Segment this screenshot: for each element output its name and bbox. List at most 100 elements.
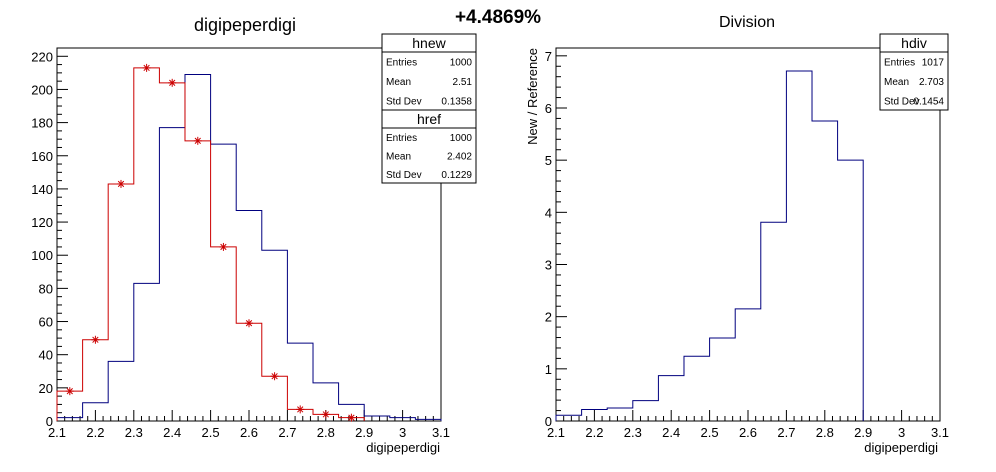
x-tick-label: 2.2 xyxy=(585,425,603,440)
stats-box-frame xyxy=(879,33,949,111)
series-href-marker xyxy=(296,405,305,414)
star-stroke xyxy=(169,79,176,86)
stats-row-value: 0.1229 xyxy=(441,170,472,181)
stats-row-label: Entries xyxy=(884,58,915,69)
x-tick-label: 3 xyxy=(399,425,406,440)
x-tick-label: 2.9 xyxy=(854,425,872,440)
series-href-bin xyxy=(236,323,262,421)
star-stroke xyxy=(271,373,278,380)
stats-box-title: hnew xyxy=(412,35,446,51)
series-href-bin xyxy=(83,340,109,421)
y-tick-label: 60 xyxy=(39,315,53,330)
series-href-marker xyxy=(65,387,74,396)
series-hnew-bin xyxy=(390,418,416,421)
stats-box-frame xyxy=(381,109,477,184)
series-href-marker xyxy=(270,372,279,381)
star-stroke xyxy=(245,320,253,327)
left-chart-title: digipeperdigi xyxy=(194,15,296,35)
right-x-axis-label: digipeperdigi xyxy=(864,440,938,455)
right-plot-area: 2.1 2.2 2.3 2.4 2.5 2.6 2.7 2.8 2.9 3 3.1 0 1 2 3 4 5 6 7 h… xyxy=(545,33,949,440)
stats-box-title: hdiv xyxy=(901,35,927,51)
series-hdiv-bin xyxy=(556,415,582,421)
x-tick-label: 3 xyxy=(898,425,905,440)
star-stroke xyxy=(297,406,304,413)
y-tick-label: 140 xyxy=(31,182,53,197)
x-tick-label: 2.3 xyxy=(125,425,143,440)
series-hnew-bin xyxy=(415,419,441,421)
star-stroke xyxy=(322,411,329,418)
y-tick-label: 6 xyxy=(545,101,552,116)
stats-row-value: 2.703 xyxy=(919,77,944,88)
series-hdiv-bin xyxy=(735,309,761,421)
series-href-outline xyxy=(56,67,365,421)
series-href-marker xyxy=(321,410,330,419)
x-tick-label: 2.9 xyxy=(355,425,373,440)
stats-box-hnew: hnew Entries 1000 Mean 2.51 Std Dev 0.1358 xyxy=(381,33,477,111)
stats-row-label: Entries xyxy=(386,58,417,69)
star-stroke xyxy=(117,180,125,188)
left-x-axis-label: digipeperdigi xyxy=(366,440,440,455)
series-hdiv-bin xyxy=(633,401,659,421)
stats-row-value: 0.1454 xyxy=(913,96,944,107)
series-hdiv-bin xyxy=(710,338,736,421)
series-href-marker xyxy=(193,136,202,145)
series-href-marker xyxy=(245,319,253,328)
series-hdiv-outline xyxy=(555,70,864,421)
y-tick-label: 2 xyxy=(545,310,552,325)
star-stroke xyxy=(194,137,201,144)
series-href-bin xyxy=(211,247,237,421)
x-tick-label: 2.1 xyxy=(547,425,565,440)
series-href-marker xyxy=(347,413,356,422)
series-hdiv-bin xyxy=(684,356,710,421)
left-plot-area: 2.1 2.2 2.3 2.4 2.5 2.6 2.7 2.8 2.9 3 3.1 0 20 40 60 80… xyxy=(31,33,477,440)
series-hdiv-bin xyxy=(607,408,633,421)
stats-row-value: 2.402 xyxy=(447,152,472,163)
star-stroke xyxy=(92,336,99,343)
right-y-axis-label: New / Reference xyxy=(525,48,540,145)
series-href-marker xyxy=(219,242,228,251)
series-hdiv-bin xyxy=(838,160,864,421)
x-tick-label: 2.6 xyxy=(240,425,258,440)
x-tick-label: 2.8 xyxy=(816,425,834,440)
x-tick-label: 3.1 xyxy=(432,425,450,440)
stats-row-label: Mean xyxy=(386,152,411,163)
x-tick-label: 2.7 xyxy=(278,425,296,440)
stats-row-value: 1000 xyxy=(450,133,473,144)
x-tick-label: 2.2 xyxy=(86,425,104,440)
y-tick-label: 120 xyxy=(31,215,53,230)
series-href-bin xyxy=(57,391,83,421)
stats-row-label: Std Dev xyxy=(386,96,422,107)
y-tick-label: 3 xyxy=(545,257,552,272)
series-hnew-outline xyxy=(56,74,442,421)
y-tick-label: 40 xyxy=(39,348,53,363)
series-hdiv-bin xyxy=(582,410,608,421)
stats-row-value: 0.1358 xyxy=(441,96,472,107)
series-href-marker xyxy=(168,78,177,87)
y-tick-label: 1 xyxy=(545,362,552,377)
x-tick-label: 2.4 xyxy=(163,425,181,440)
star-stroke xyxy=(220,243,227,251)
stats-row-label: Std Dev xyxy=(386,170,422,181)
series-href-bin xyxy=(108,184,134,421)
x-tick-label: 2.4 xyxy=(662,425,680,440)
right-histogram-panel: Division 2.1 2.2 2.3 2.4 2.5 2.6 2.7 2.8 2.9 3 3.1… xyxy=(525,14,949,455)
x-tick-label: 2.5 xyxy=(701,425,719,440)
y-tick-label: 0 xyxy=(46,414,53,429)
x-tick-label: 3.1 xyxy=(931,425,949,440)
x-tick-label: 2.3 xyxy=(624,425,642,440)
y-tick-label: 100 xyxy=(31,248,53,263)
stats-row-label: Mean xyxy=(884,77,909,88)
star-stroke xyxy=(348,414,355,421)
stats-row-value: 1017 xyxy=(922,58,945,69)
x-tick-label: 2.8 xyxy=(317,425,335,440)
series-hdiv-bin xyxy=(812,121,838,421)
star-stroke xyxy=(66,388,73,395)
left-histogram-panel: digipeperdigi 2.1 2.2 2.3 2.4 2.5 2.6 2.7 2.8 2.… xyxy=(31,15,477,455)
series-href-bin xyxy=(185,141,211,421)
series-href-marker xyxy=(116,179,125,188)
stats-row-value: 2.51 xyxy=(453,77,473,88)
y-tick-label: 5 xyxy=(545,153,552,168)
